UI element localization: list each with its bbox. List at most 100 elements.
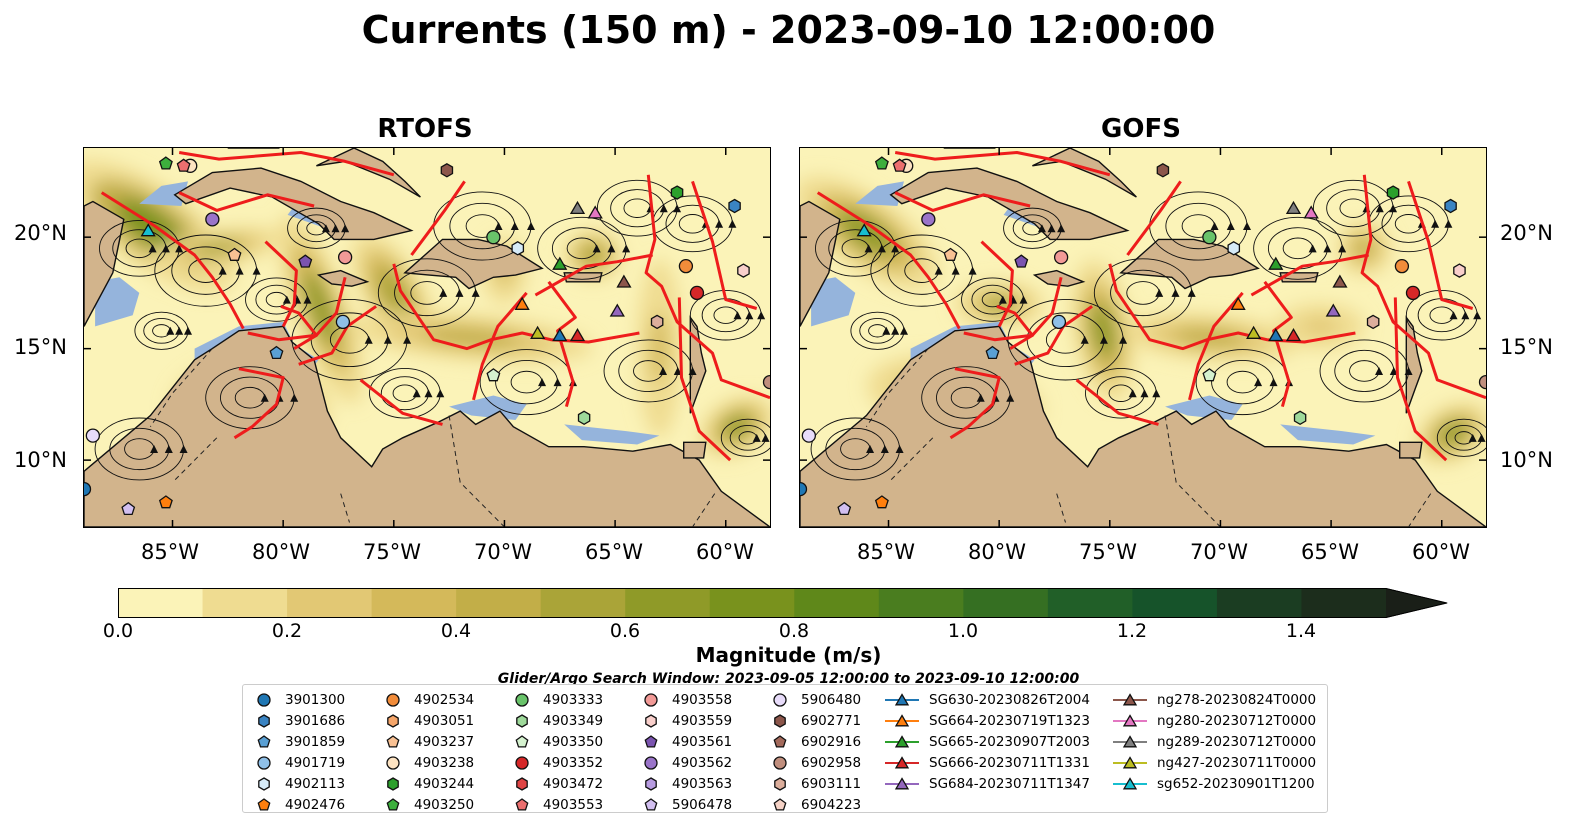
legend-label: 6902958 — [801, 754, 862, 771]
streamline-arrow — [424, 389, 433, 398]
legend-marker — [644, 755, 658, 770]
streamline-arrow — [527, 222, 536, 231]
legend-column: 4903558 4903559 4903561 4903562 4903563 59064… — [640, 689, 732, 815]
legend-label: 3901859 — [285, 733, 346, 750]
legend-item: 4903250 — [382, 794, 474, 815]
eez-boundary — [534, 253, 653, 297]
streamline-arrow — [282, 295, 291, 304]
current-magnitude-patch — [1438, 421, 1468, 446]
legend-item: 4903472 — [511, 773, 603, 794]
streamline-arrow — [175, 244, 184, 253]
argo-float-marker-3901859 — [269, 345, 284, 360]
glider-marker-sg684-20230711t1347 — [609, 303, 625, 317]
streamline-arrow — [331, 224, 340, 233]
legend-label: 4903237 — [414, 733, 475, 750]
streamline-arrow — [1389, 366, 1398, 375]
legend-marker-circle — [515, 692, 529, 707]
argo-float-marker-4903562 — [205, 212, 220, 227]
gofs-map[interactable] — [799, 147, 1487, 528]
argo-float-marker-4901719 — [1051, 314, 1067, 330]
streamline-arrow — [757, 311, 766, 320]
legend-marker-circle — [386, 692, 400, 707]
argo-float-marker-6902958 — [1478, 374, 1486, 390]
legend-marker — [885, 755, 919, 768]
legend-marker — [885, 713, 919, 726]
legend-item: 5906478 — [640, 794, 732, 815]
legend-item: 6902771 — [769, 710, 861, 731]
legend-marker — [644, 734, 658, 748]
current-magnitude-patch — [1302, 317, 1338, 336]
eez-boundary — [677, 297, 732, 462]
legend-marker-hexagon — [774, 776, 786, 791]
lat-tick-right-20n: 20°N — [1500, 221, 1553, 245]
colorbar-segment — [1132, 588, 1218, 618]
streamline-arrow — [900, 326, 909, 335]
shelf-area — [449, 395, 527, 420]
legend-label: 4903238 — [414, 754, 475, 771]
legend-label: ng289-20230712T0000 — [1157, 733, 1317, 750]
streamline-arrow — [150, 444, 159, 453]
eez-boundary — [816, 191, 961, 330]
lon-tick-gofs-70w: 70°W — [1190, 540, 1248, 564]
glider-marker-ng280-20230712t0000 — [1303, 205, 1319, 219]
lon-tick-gofs-60w: 60°W — [1412, 540, 1470, 564]
glider-marker-ng289-20230712t0000 — [569, 200, 586, 215]
argo-float-marker-4903237 — [227, 247, 242, 261]
colorbar-segment — [963, 588, 1049, 618]
legend-marker — [387, 776, 399, 791]
legend-item: ng278-20230824T0000 — [1113, 689, 1316, 710]
legend-marker — [386, 755, 400, 770]
streamline-arrow — [1375, 204, 1384, 213]
lon-tick-rtofs-70w: 70°W — [474, 540, 532, 564]
legend-marker-hexagon — [387, 776, 399, 791]
colorbar-extend-arrow — [1386, 588, 1448, 618]
legend-column: SG630-20230826T2004 SG664-20230719T1323 SG… — [885, 689, 1090, 794]
legend-label: SG630-20230826T2004 — [929, 691, 1090, 708]
legend-marker — [773, 755, 787, 770]
current-magnitude-patch — [303, 270, 338, 347]
streamline-arrow — [752, 433, 761, 442]
streamline-arrow — [1468, 433, 1477, 442]
streamline-arrow — [998, 295, 1007, 304]
glider-marker-ng289-20230712t0000 — [1285, 200, 1302, 215]
colorbar-tick-1-4: 1.4 — [1285, 620, 1317, 642]
streamline-arrow — [235, 266, 244, 275]
colorbar-segment — [709, 588, 795, 618]
figure-title: Currents (150 m) - 2023-09-10 12:00:00 — [361, 8, 1216, 52]
legend-item: 4903553 — [511, 794, 603, 815]
eez-boundary — [894, 191, 1031, 212]
streamline-arrow — [1019, 295, 1028, 304]
legend-label: SG665-20230907T2003 — [929, 733, 1090, 750]
legend-item: 4903350 — [511, 731, 603, 752]
streamline-arrow — [455, 288, 464, 297]
eez-boundary — [1407, 180, 1474, 310]
eez-boundary — [1188, 291, 1244, 401]
eez-boundary — [247, 304, 318, 342]
argo-float-marker-3901686 — [728, 198, 741, 214]
streamline-arrow — [659, 204, 668, 213]
legend-marker-hexagon — [258, 776, 270, 791]
argo-float-marker-4903250 — [158, 156, 173, 170]
legend-marker-hexagon — [645, 776, 657, 791]
streamline-arrow — [436, 389, 445, 398]
legend-label: SG684-20230711T1347 — [929, 775, 1090, 792]
legend-label: 4902476 — [285, 796, 346, 813]
glider-marker-sg666-20230711t1331 — [1285, 328, 1302, 342]
legend-label: 4903352 — [543, 754, 604, 771]
streamline-arrow — [321, 224, 330, 233]
eez-boundary — [298, 305, 377, 366]
argo-float-marker-6903111 — [1366, 314, 1380, 330]
legend-marker — [644, 692, 658, 707]
streamline-arrow — [1473, 311, 1482, 320]
rtofs-map[interactable] — [83, 147, 771, 528]
legend-label: 6902771 — [801, 712, 862, 729]
argo-float-marker-4903244 — [670, 185, 684, 200]
legend-marker — [773, 734, 787, 748]
argo-float-marker-4903558 — [337, 250, 353, 265]
streamline-arrow — [882, 326, 891, 335]
glider-marker-sg652-20230901t1200 — [856, 223, 872, 237]
legend-label: SG664-20230719T1323 — [929, 712, 1090, 729]
legend-item: 4903563 — [640, 773, 732, 794]
argo-float-marker-4903559 — [1453, 263, 1466, 278]
legend-item: 4903238 — [382, 752, 474, 773]
